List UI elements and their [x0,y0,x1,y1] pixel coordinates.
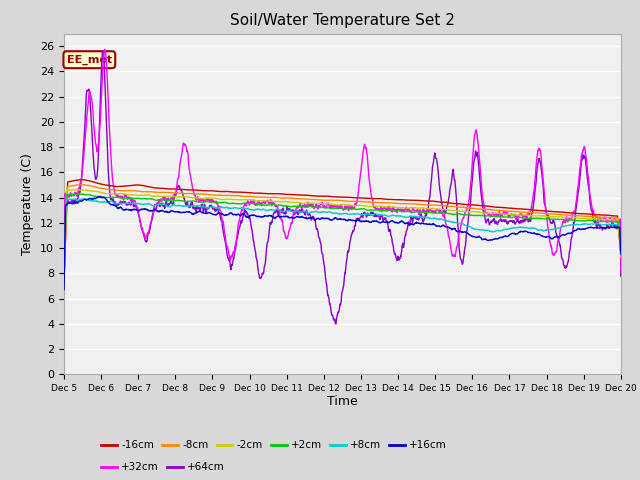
Y-axis label: Temperature (C): Temperature (C) [22,153,35,255]
Text: EE_met: EE_met [67,55,112,65]
X-axis label: Time: Time [327,395,358,408]
Title: Soil/Water Temperature Set 2: Soil/Water Temperature Set 2 [230,13,455,28]
Legend: +32cm, +64cm: +32cm, +64cm [97,458,228,477]
